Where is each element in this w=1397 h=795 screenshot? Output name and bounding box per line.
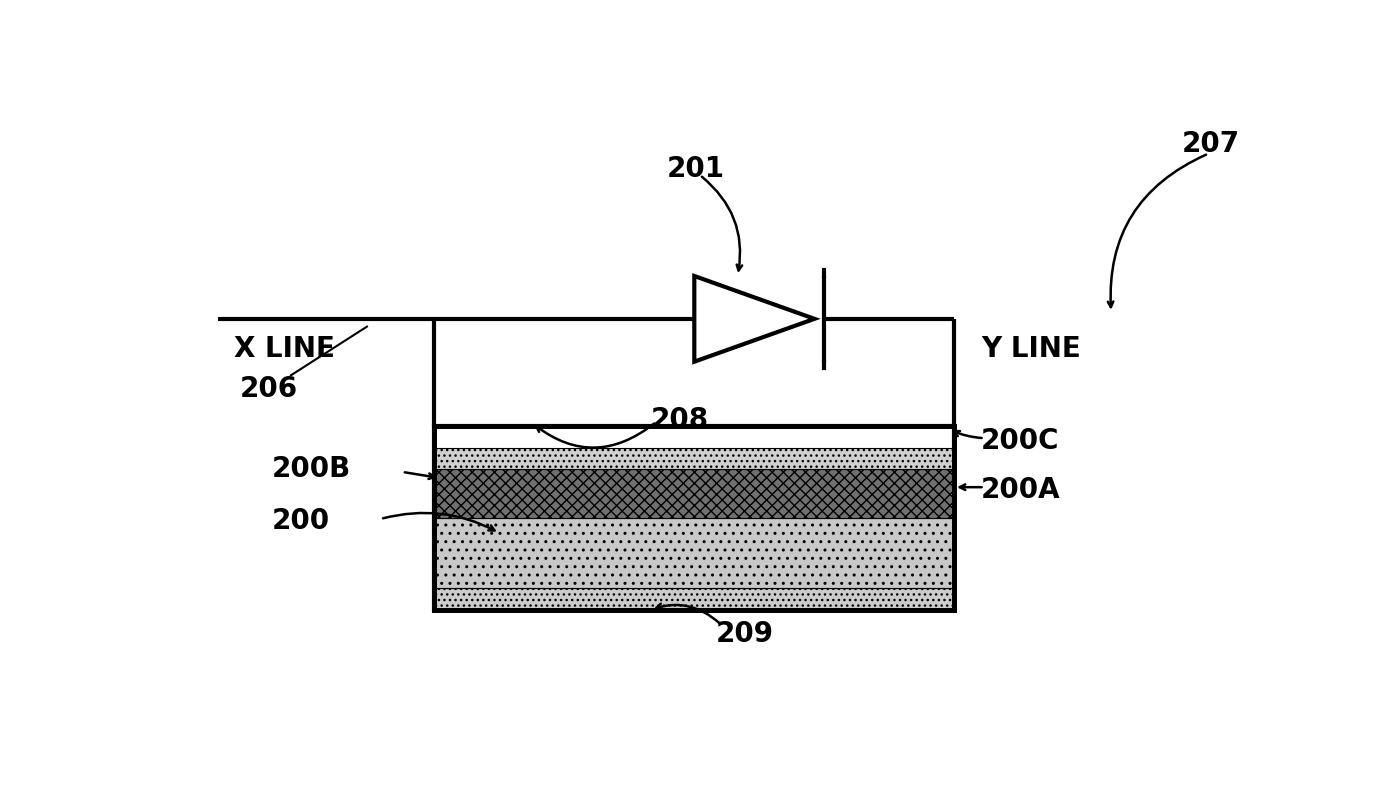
Bar — [434, 518, 954, 588]
Text: 207: 207 — [1182, 130, 1239, 158]
Text: 200C: 200C — [981, 427, 1060, 456]
Text: 209: 209 — [715, 620, 774, 648]
Text: 201: 201 — [668, 155, 725, 183]
Bar — [434, 469, 954, 518]
Bar — [434, 448, 954, 469]
Text: X LINE: X LINE — [235, 335, 335, 363]
Text: 200A: 200A — [981, 476, 1060, 504]
Text: 200B: 200B — [272, 455, 351, 483]
Text: 206: 206 — [240, 375, 298, 403]
Text: 200: 200 — [272, 507, 330, 535]
Text: 208: 208 — [651, 405, 710, 434]
Bar — [434, 426, 954, 610]
Bar — [434, 588, 954, 610]
Bar — [434, 426, 954, 610]
Text: Y LINE: Y LINE — [981, 335, 1081, 363]
